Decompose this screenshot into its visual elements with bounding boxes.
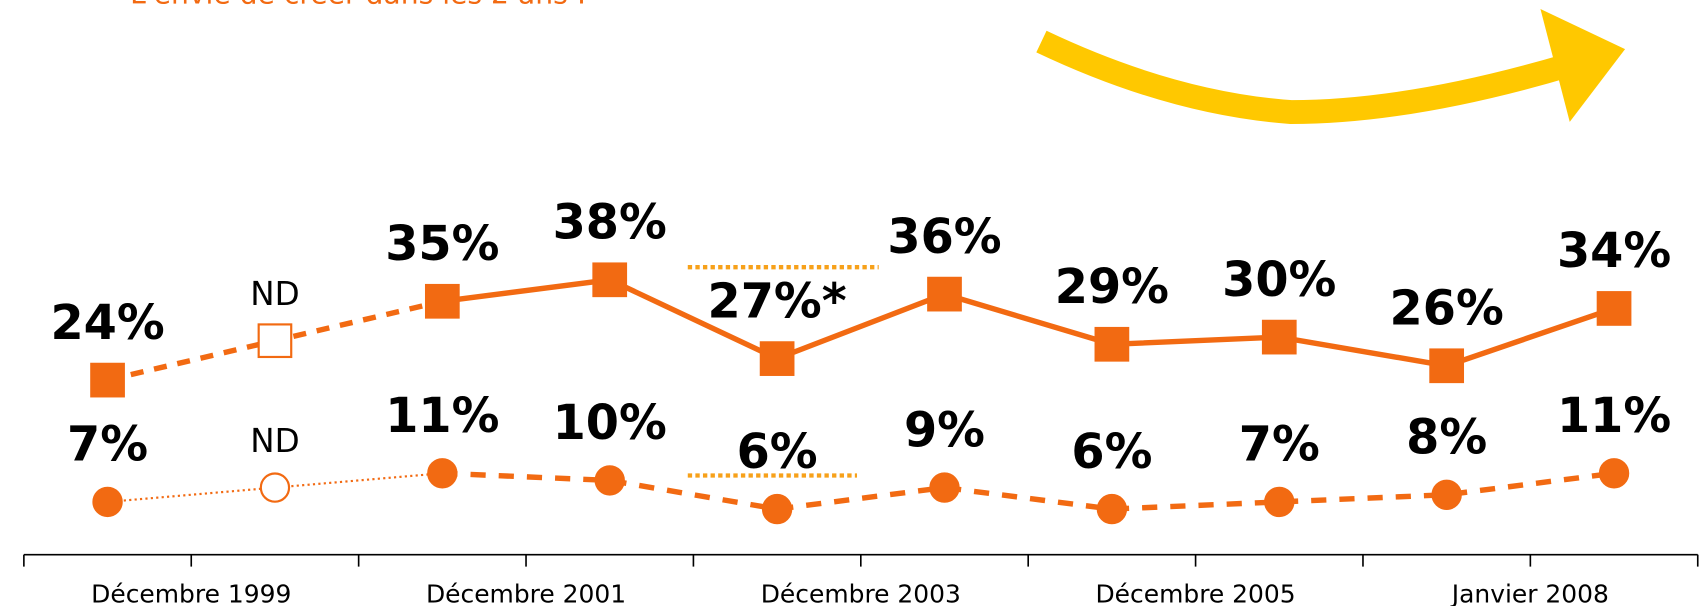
- marker: [427, 458, 458, 489]
- marker: [927, 276, 962, 312]
- marker: [1096, 493, 1128, 525]
- value-label: 8%: [1406, 411, 1487, 466]
- marker: [1261, 319, 1297, 355]
- missing-marker: [257, 323, 293, 359]
- marker: [1598, 458, 1630, 489]
- value-label: ND: [250, 422, 299, 460]
- marker: [90, 362, 125, 398]
- value-label: 35%: [385, 217, 499, 272]
- value-label: 36%: [887, 210, 1001, 265]
- trend-arrow: [1036, 30, 1571, 125]
- value-label: 10%: [553, 396, 667, 451]
- arrow-head: [1540, 9, 1626, 122]
- marker: [1429, 348, 1465, 384]
- marker: [594, 465, 625, 496]
- value-label: 34%: [1557, 224, 1671, 279]
- value-label: 11%: [385, 389, 499, 444]
- value-label: ND: [250, 275, 299, 313]
- gap-connector: [107, 472, 443, 503]
- x-label: Décembre 2001: [426, 579, 626, 606]
- x-label: Décembre 2003: [761, 579, 961, 606]
- value-label: 30%: [1222, 253, 1336, 308]
- value-label: 9%: [904, 403, 985, 458]
- subtitle: L'envie de créer dans les 2 ans :: [130, 0, 586, 11]
- value-label: 7%: [67, 418, 148, 473]
- value-label: 26%: [1390, 282, 1504, 337]
- marker: [92, 486, 123, 518]
- marker: [1094, 326, 1130, 362]
- marker: [929, 472, 960, 503]
- x-label: Décembre 1999: [91, 579, 291, 606]
- marker: [759, 341, 795, 376]
- missing-marker: [259, 472, 291, 503]
- value-label: 24%: [50, 296, 164, 351]
- marker: [761, 493, 793, 525]
- marker: [1596, 291, 1632, 326]
- value-label: 38%: [553, 196, 667, 251]
- value-label: 11%: [1557, 389, 1671, 444]
- series-line: [441, 276, 1615, 369]
- marker: [424, 283, 460, 319]
- x-label: Décembre 2005: [1095, 579, 1295, 606]
- marker: [1264, 486, 1295, 518]
- marker: [1431, 479, 1462, 510]
- x-label: Janvier 2008: [1450, 579, 1609, 606]
- value-label: 6%: [737, 425, 818, 480]
- value-label: 6%: [1071, 425, 1152, 480]
- value-label: 27%*: [708, 274, 847, 329]
- value-label: 29%: [1055, 260, 1169, 315]
- marker: [592, 262, 628, 298]
- value-label: 7%: [1239, 418, 1320, 473]
